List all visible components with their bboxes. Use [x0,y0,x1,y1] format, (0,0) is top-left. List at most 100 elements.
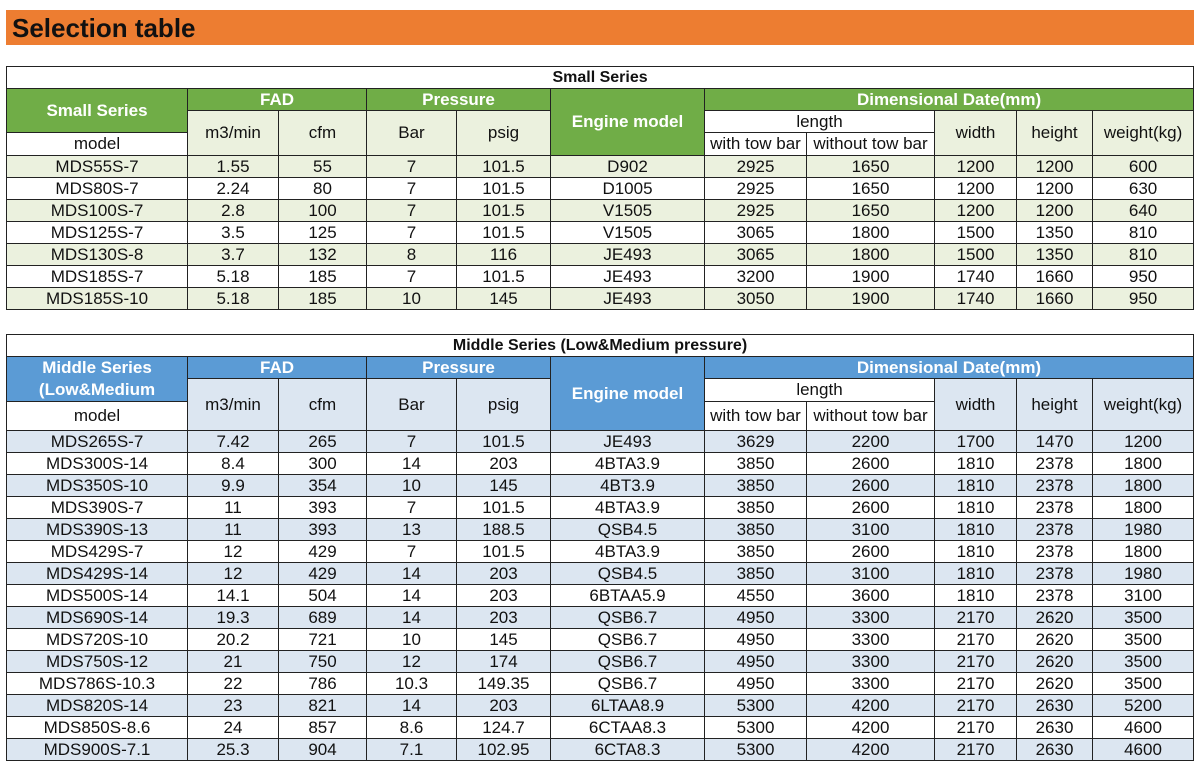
cell-pressure-psig: 116 [456,243,551,266]
cell-fad-cfm: 689 [278,606,367,629]
cell-length-without-tow: 3300 [806,628,935,651]
cell-model: MDS300S-14 [6,452,188,475]
cell-weight: 630 [1091,177,1195,200]
cell-length-without-tow: 3300 [806,606,935,629]
cell-height: 2378 [1016,562,1093,585]
cell-pressure-bar: 7 [366,540,457,563]
table-row: MDS350S-10 9.9 354 10 145 4BT3.9 3850 2600 1810 2… [6,474,1194,497]
table-title: Small Series [5,66,1195,89]
cell-width: 1810 [934,474,1017,497]
cell-pressure-bar: 10.3 [366,672,457,695]
cell-model: MDS720S-10 [6,628,188,651]
engine-model-header: Engine model [550,356,705,431]
cell-width: 2170 [934,694,1017,717]
cell-weight: 3500 [1092,606,1194,629]
cell-fad-m3min: 8.4 [187,452,279,475]
cell-height: 2620 [1016,606,1093,629]
cell-length-without-tow: 3100 [806,518,935,541]
table-row: MDS125S-7 3.5 125 7 101.5 V1505 3065 1800 1500 13… [6,221,1195,244]
without-tow-bar-header: without tow bar [806,401,935,431]
cell-length-with-tow: 2925 [704,177,807,200]
cell-fad-m3min: 7.42 [187,430,279,453]
cell-weight: 1980 [1092,562,1194,585]
table-row: MDS265S-7 7.42 265 7 101.5 JE493 3629 2200 1700 1… [6,430,1194,453]
cell-width: 1700 [934,430,1017,453]
engine-model-header: Engine model [550,88,705,156]
cell-pressure-psig: 203 [456,562,551,585]
cell-engine-model: QSB6.7 [550,606,705,629]
cell-engine-model: JE493 [550,430,705,453]
cell-fad-m3min: 11 [187,518,279,541]
cell-width: 1500 [934,221,1017,244]
cell-weight: 1800 [1092,452,1194,475]
cell-pressure-bar: 14 [366,606,457,629]
cell-height: 2378 [1016,474,1093,497]
cell-engine-model: 6BTAA5.9 [550,584,705,607]
cell-weight: 4600 [1092,738,1194,761]
cell-engine-model: 4BTA3.9 [550,496,705,519]
cell-model: MDS185S-10 [6,287,188,310]
cell-width: 1500 [934,243,1017,266]
cell-model: MDS390S-7 [6,496,188,519]
cell-engine-model: QSB6.7 [550,628,705,651]
cell-engine-model: QSB4.5 [550,562,705,585]
cell-width: 1200 [934,199,1017,222]
cell-pressure-bar: 10 [366,628,457,651]
cell-width: 2170 [934,672,1017,695]
psig-header: psig [456,110,551,156]
without-tow-bar-header: without tow bar [806,132,935,156]
cell-fad-m3min: 11 [187,496,279,519]
cell-weight: 3500 [1092,628,1194,651]
cell-fad-cfm: 429 [278,540,367,563]
table-title: Middle Series (Low&Medium pressure) [6,334,1194,357]
cell-model: MDS185S-7 [6,265,188,288]
cell-length-with-tow: 4950 [704,650,807,673]
cell-pressure-bar: 14 [366,694,457,717]
table-row: MDS429S-14 12 429 14 203 QSB4.5 3850 3100 1810 23… [6,562,1194,585]
cell-fad-cfm: 265 [278,430,367,453]
cell-width: 2170 [934,628,1017,651]
cell-width: 1810 [934,518,1017,541]
cell-pressure-psig: 145 [456,287,551,310]
weight-header: weight(kg) [1091,110,1195,156]
cell-pressure-psig: 145 [456,474,551,497]
cell-model: MDS750S-12 [6,650,188,673]
cell-model: MDS125S-7 [6,221,188,244]
cell-fad-cfm: 786 [278,672,367,695]
cell-length-without-tow: 4200 [806,738,935,761]
cell-fad-m3min: 25.3 [187,738,279,761]
cell-height: 1200 [1016,199,1093,222]
bar-header: Bar [366,110,457,156]
dimensional-header: Dimensional Date(mm) [704,356,1194,379]
cell-pressure-psig: 101.5 [456,540,551,563]
cfm-header: cfm [278,110,367,156]
with-tow-bar-header: with tow bar [704,132,807,156]
cell-pressure-bar: 10 [366,474,457,497]
cell-pressure-psig: 203 [456,606,551,629]
cell-length-with-tow: 3850 [704,452,807,475]
cell-length-with-tow: 3200 [704,265,807,288]
cell-length-without-tow: 1900 [806,287,935,310]
cell-length-with-tow: 4950 [704,672,807,695]
table-row: MDS80S-7 2.24 80 7 101.5 D1005 2925 1650 1200 120… [6,177,1195,200]
cell-engine-model: QSB6.7 [550,650,705,673]
pressure-header: Pressure [366,356,551,379]
cell-length-with-tow: 3065 [704,243,807,266]
cell-engine-model: 6CTA8.3 [550,738,705,761]
cell-pressure-psig: 101.5 [456,177,551,200]
cell-width: 1810 [934,584,1017,607]
cell-height: 2378 [1016,496,1093,519]
cell-width: 1740 [934,265,1017,288]
model-header: model [6,401,188,431]
cell-length-with-tow: 3850 [704,496,807,519]
cell-pressure-psig: 101.5 [456,155,551,178]
cell-length-without-tow: 4200 [806,716,935,739]
cell-pressure-bar: 8.6 [366,716,457,739]
cell-height: 2630 [1016,716,1093,739]
cell-height: 2378 [1016,518,1093,541]
table-row: MDS750S-12 21 750 12 174 QSB6.7 4950 3300 2170 26… [6,650,1194,673]
page-title: Selection table [12,13,196,43]
cell-pressure-psig: 145 [456,628,551,651]
cell-weight: 1800 [1092,496,1194,519]
cell-height: 2630 [1016,694,1093,717]
